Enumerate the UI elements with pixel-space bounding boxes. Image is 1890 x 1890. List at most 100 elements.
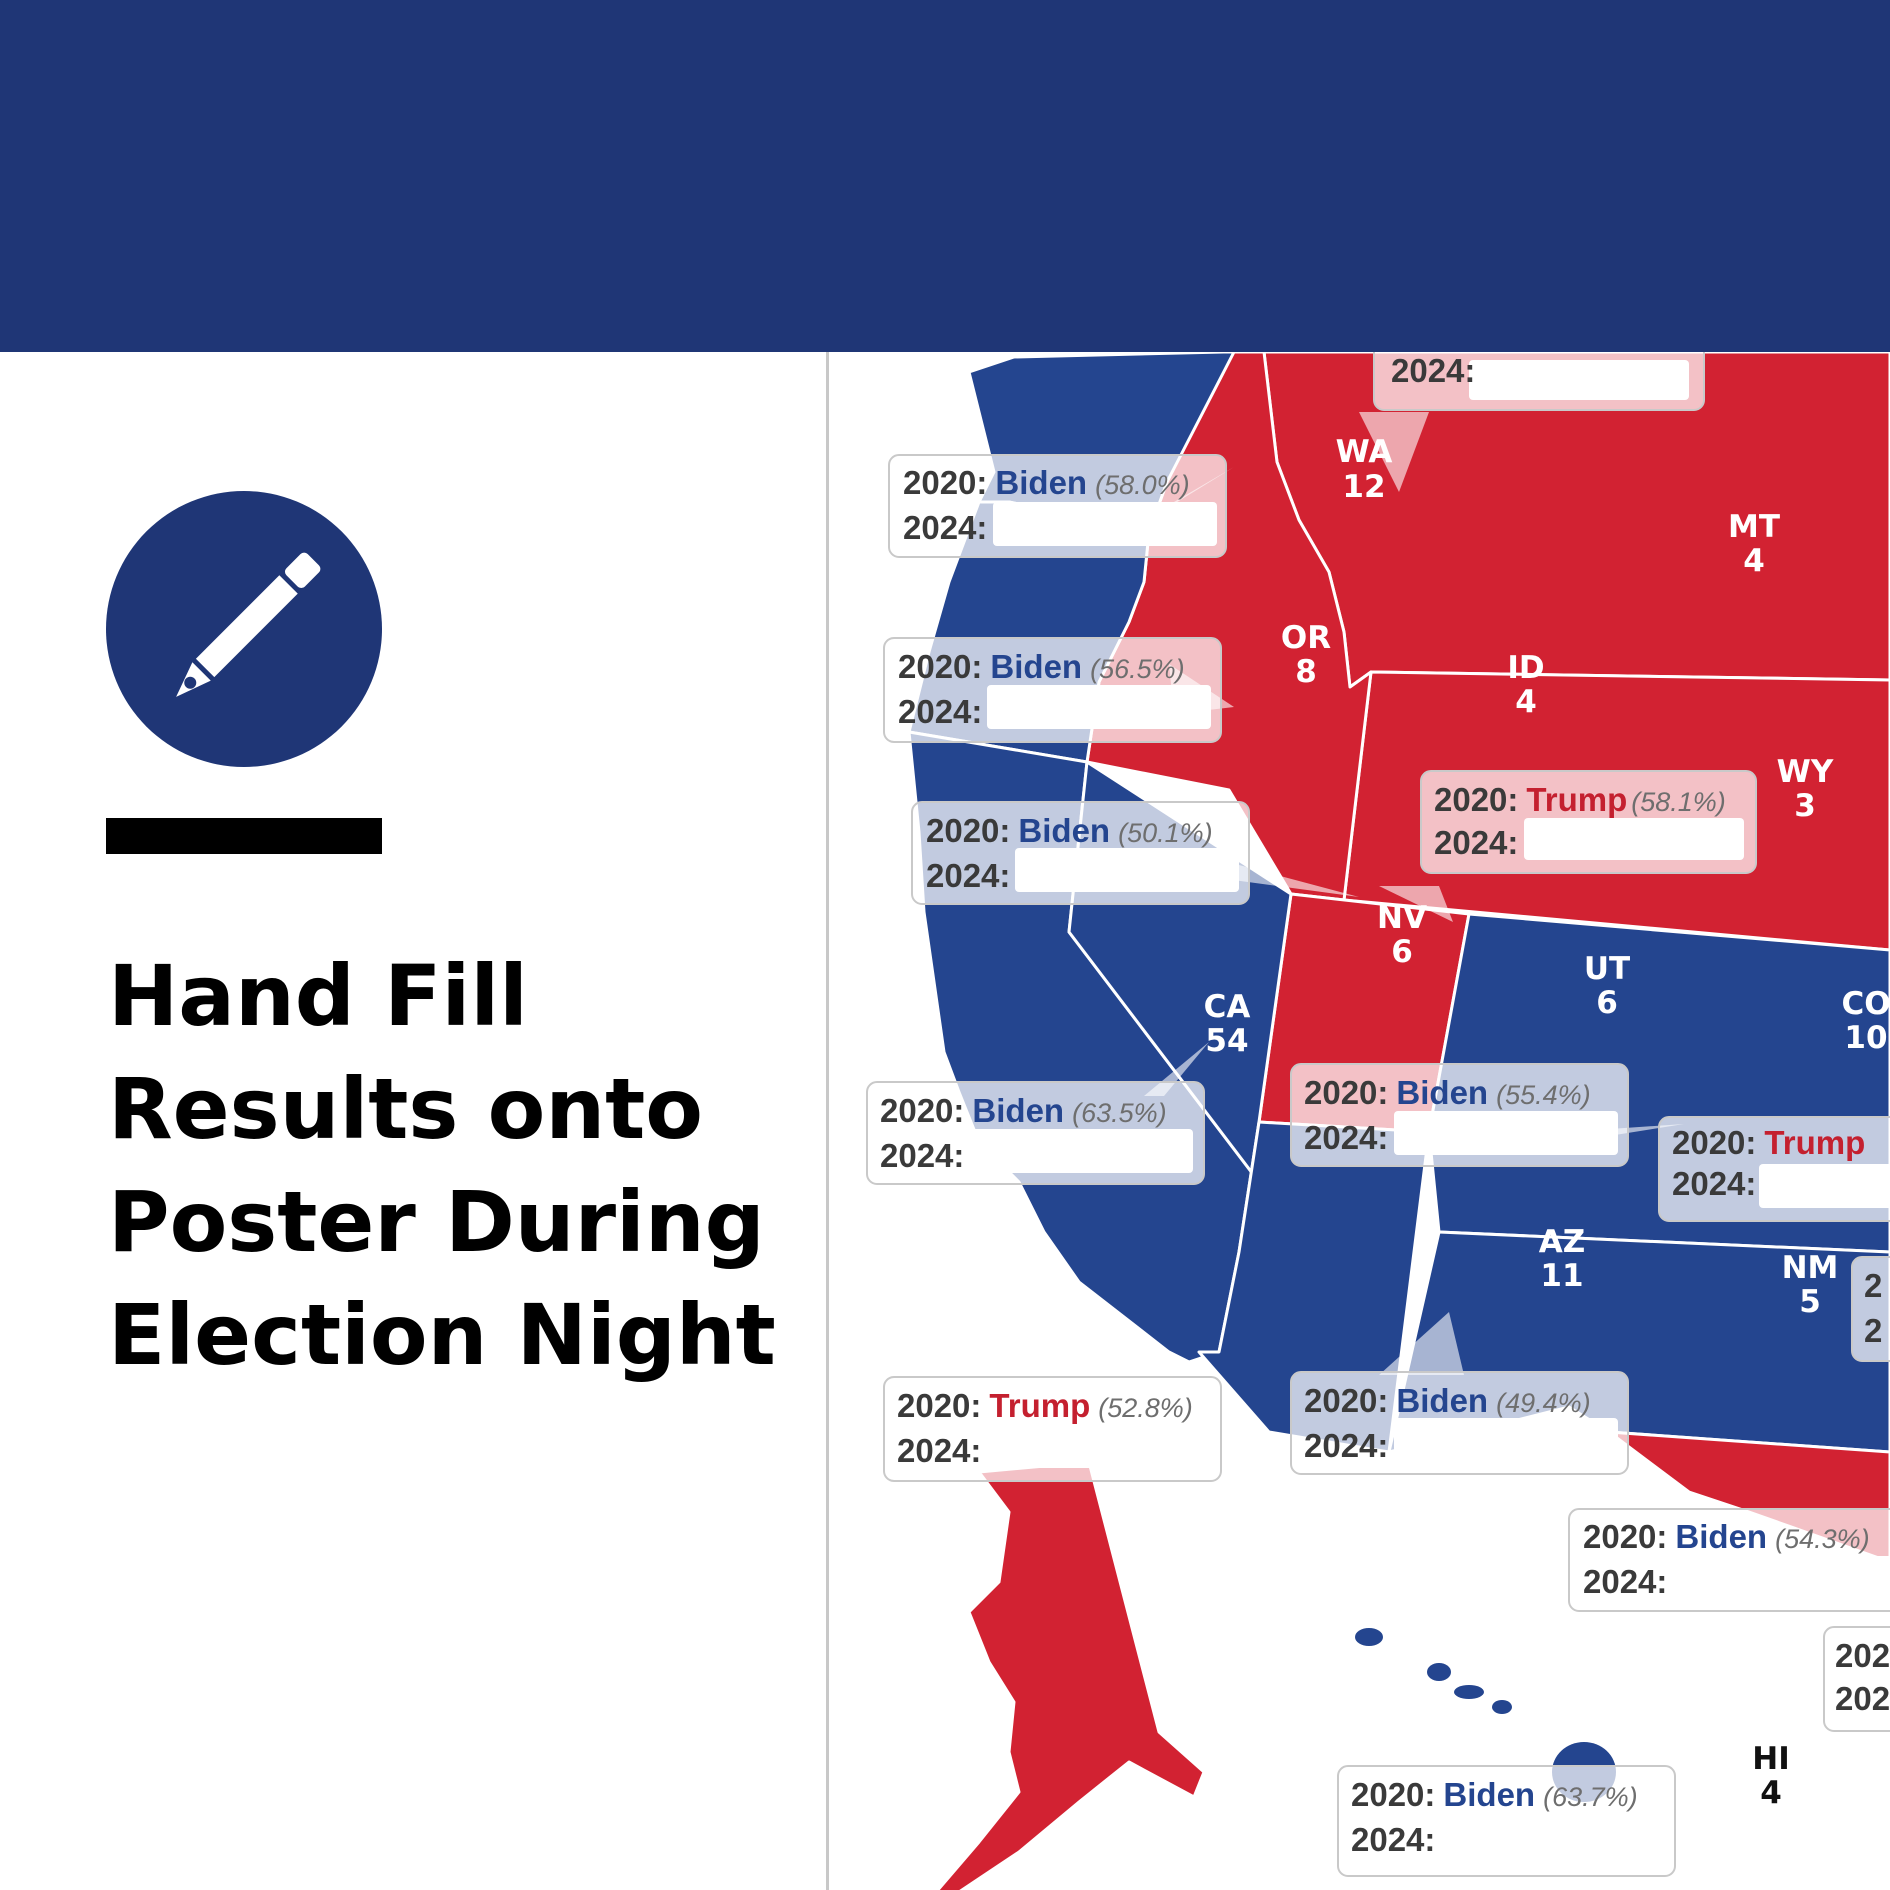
- callout-pct: (63.7%): [1543, 1782, 1638, 1812]
- svg-text:2020:Biden(63.7%): 2020: Biden (63.7%): [1351, 1776, 1638, 1813]
- state-votes-ca: 54: [1205, 1023, 1248, 1059]
- callout-2020-label: 2020:: [1672, 1124, 1756, 1161]
- state-label-az: AZ: [1539, 1224, 1585, 1260]
- pencil-icon-badge: [106, 491, 382, 767]
- state-votes-hi: 4: [1760, 1775, 1782, 1811]
- callout-pct: (58.1%): [1631, 787, 1726, 817]
- pencil-icon: [176, 552, 321, 697]
- callout-ca: 2020: Biden (63.5%) 2024:: [866, 1081, 1205, 1185]
- electoral-map-svg: 2024: 2020: Biden (58.0%) 2024: 2020: Biden…: [866, 352, 1890, 1890]
- state-votes-ut: 6: [1596, 985, 1618, 1021]
- svg-text:2020:Biden(55.4%): 2020: Biden (55.4%): [1304, 1074, 1591, 1111]
- state-votes-ak: 3: [1294, 1609, 1316, 1645]
- callout-winner: Biden: [1396, 1382, 1488, 1419]
- state-votes-wa: 12: [1342, 469, 1385, 505]
- callout-wy: 2020: Trump 2024:: [1658, 1116, 1890, 1222]
- state-label-wa: WA: [1336, 434, 1393, 470]
- svg-text:2020:Biden(56.5%): 2020: Biden (56.5%): [898, 648, 1185, 685]
- callout-pct: (56.5%): [1090, 654, 1185, 684]
- state-ak: [935, 1460, 1206, 1890]
- accent-rule: [106, 818, 382, 854]
- headline: Hand Fill Results onto Poster During Ele…: [108, 940, 808, 1392]
- callout-pct: (58.0%): [1095, 470, 1190, 500]
- callout-2020-label: 2020:: [898, 648, 982, 685]
- callout-2024-label: 2024:: [1583, 1563, 1667, 1600]
- callout-winner: Biden: [1675, 1518, 1767, 1555]
- state-az: [1197, 1120, 1431, 1454]
- state-votes-nv: 6: [1391, 934, 1413, 970]
- state-label-ca: CA: [1204, 989, 1251, 1025]
- headline-line: Hand Fill: [108, 947, 528, 1045]
- callout-2024-label: 2024:: [880, 1137, 964, 1174]
- callout-winner: Biden: [990, 648, 1082, 685]
- callout-2020-label: 2020:: [1434, 781, 1518, 818]
- state-label-nm: NM: [1782, 1250, 1839, 1286]
- callout-winner: Trump: [1526, 781, 1627, 818]
- callout-winner: Biden: [1443, 1776, 1535, 1813]
- svg-text:2020:Trump: 2020: Trump: [1672, 1124, 1865, 1161]
- state-votes-or: 8: [1295, 654, 1317, 690]
- callout-pct: (63.5%): [1072, 1098, 1167, 1128]
- callout-2024-label: 202: [1835, 1680, 1890, 1717]
- callout-2020-label: 2020:: [1583, 1518, 1667, 1555]
- state-label-co: CO: [1841, 986, 1890, 1022]
- state-label-hi: HI: [1752, 1741, 1789, 1777]
- callout-2020-label: 2020:: [897, 1387, 981, 1424]
- svg-text:2020:Biden(63.5%): 2020: Biden (63.5%): [880, 1092, 1167, 1129]
- callout-pct: (49.4%): [1496, 1388, 1591, 1418]
- state-label-wy: WY: [1777, 754, 1834, 790]
- callout-2020-label: 2020:: [880, 1092, 964, 1129]
- callout-hi: 2020: Biden (63.7%) 2024:: [1337, 1765, 1676, 1877]
- callout-2024-label: 2024:: [1304, 1427, 1388, 1464]
- callout-2024-label: 2024:: [898, 693, 982, 730]
- state-label-nv: NV: [1377, 900, 1427, 936]
- callout-pct: (52.8%): [1098, 1393, 1193, 1423]
- svg-text:2020:Biden(50.1%): 2020: Biden (50.1%): [926, 812, 1213, 849]
- state-votes-nm: 5: [1799, 1284, 1821, 1320]
- callout-2024-label: 2024:: [1434, 824, 1518, 861]
- headline-line: Poster During: [108, 1173, 765, 1271]
- callout-winner: Biden: [995, 464, 1087, 501]
- callout-2020-label: 2020:: [1351, 1776, 1435, 1813]
- callout-2020-label: 2020:: [903, 464, 987, 501]
- callout-winner: Biden: [1396, 1074, 1488, 1111]
- headline-line: Election Night: [108, 1286, 776, 1384]
- state-label-id: ID: [1507, 650, 1544, 686]
- state-votes-id: 4: [1515, 684, 1537, 720]
- state-label-or: OR: [1281, 620, 1331, 656]
- callout-wa: 2020: Biden (58.0%) 2024:: [888, 454, 1227, 558]
- state-votes-co: 10: [1844, 1020, 1887, 1056]
- callout-2020-label: 202: [1835, 1637, 1890, 1674]
- callout-2020-label: 2020:: [926, 812, 1010, 849]
- svg-text:2020:Trump(52.8%): 2020: Trump (52.8%): [897, 1387, 1193, 1424]
- callout-nv: 2020: Biden (50.1%) 2024:: [911, 801, 1250, 905]
- callout-2024-label: 2024:: [897, 1432, 981, 1469]
- callout-winner: Trump: [989, 1387, 1090, 1424]
- panel-divider: [826, 352, 829, 1890]
- callout-pct: (50.1%): [1118, 818, 1213, 848]
- callout-mt: 2024:: [1373, 352, 1705, 411]
- state-votes-wy: 3: [1794, 788, 1816, 824]
- top-banner: [0, 0, 1890, 352]
- callout-co: 2020: Biden (55.4%) 2024:: [1290, 1063, 1629, 1167]
- callout-2024-label: 2024:: [1391, 352, 1475, 389]
- callout-2024-label: 2024:: [1351, 1821, 1435, 1858]
- callout-winner: Biden: [1018, 812, 1110, 849]
- callout-2020-label: 2020:: [1304, 1382, 1388, 1419]
- callout-right-b: 202 202: [1823, 1626, 1890, 1732]
- callout-pct: (54.3%): [1775, 1524, 1870, 1554]
- callout-az: 2020: Biden (49.4%) 2024:: [1290, 1371, 1629, 1475]
- callout-or: 2020: Biden (56.5%) 2024:: [883, 637, 1222, 743]
- callout-2024-label: 2024:: [926, 857, 1010, 894]
- callout-2020-label: 2020:: [1304, 1074, 1388, 1111]
- election-map: 2024: 2020: Biden (58.0%) 2024: 2020: Biden…: [829, 352, 1890, 1890]
- state-votes-mt: 4: [1743, 543, 1765, 579]
- state-label-mt: MT: [1728, 509, 1780, 545]
- headline-line: Results onto: [108, 1060, 704, 1158]
- callout-right-a: 2 2: [1851, 1256, 1890, 1362]
- state-votes-az: 11: [1540, 1258, 1583, 1294]
- callout-2024-label: 2024:: [1304, 1119, 1388, 1156]
- callout-ut: 2020: Trump (58.1%) 2024:: [1420, 770, 1757, 874]
- callout-2020-label: 2: [1864, 1267, 1882, 1304]
- state-label-ut: UT: [1584, 951, 1630, 987]
